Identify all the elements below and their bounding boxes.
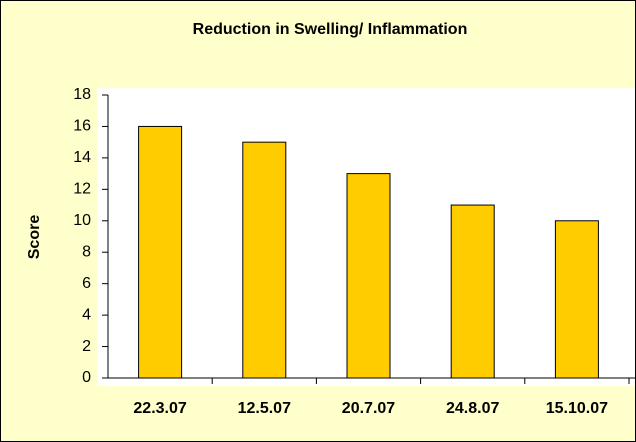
x-tick-label: 22.3.07: [133, 400, 186, 417]
bar: [450, 204, 495, 379]
bar: [346, 173, 391, 379]
y-tick-label: 2: [82, 338, 91, 355]
y-tick-label: 16: [73, 118, 91, 135]
y-tick-label: 14: [73, 149, 91, 166]
x-tick-label: 12.5.07: [238, 400, 291, 417]
y-tick-label: 8: [82, 243, 91, 260]
x-tick-label: 15.10.07: [546, 400, 608, 417]
y-tick-label: 6: [82, 275, 91, 292]
x-tick-label: 24.8.07: [446, 400, 499, 417]
chart-title: Reduction in Swelling/ Inflammation: [193, 21, 468, 38]
y-tick-label: 18: [73, 86, 91, 103]
y-axis-label: Score: [26, 215, 43, 260]
y-tick-label: 10: [73, 212, 91, 229]
x-tick-label: 20.7.07: [342, 400, 395, 417]
bar: [138, 125, 183, 379]
bar: [242, 141, 287, 379]
y-tick-label: 0: [82, 369, 91, 386]
y-tick-label: 12: [73, 181, 91, 198]
bar: [554, 220, 599, 379]
y-tick-label: 4: [82, 306, 91, 323]
